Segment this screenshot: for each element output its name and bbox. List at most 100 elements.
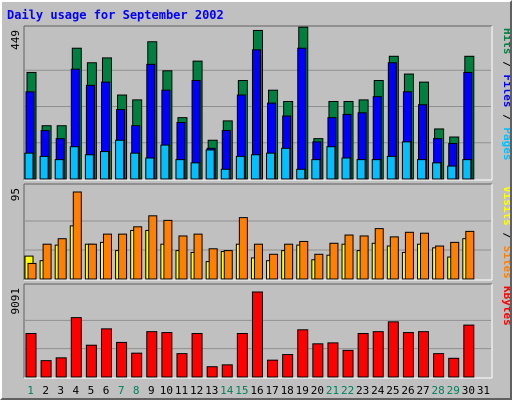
kbytes-bar-day-3 [55, 357, 67, 378]
pages-bar-day-10 [160, 144, 170, 180]
day-label-31: 31 [477, 384, 490, 397]
kbytes-bar-day-22 [342, 349, 354, 378]
day-label-30: 30 [462, 384, 475, 397]
kbytes-bar-day-23 [357, 333, 369, 378]
day-label-16: 16 [250, 384, 263, 397]
day-label-25: 25 [386, 384, 399, 397]
y-max-label: 9091 [9, 288, 22, 315]
pages-bar-day-30 [462, 159, 472, 180]
kbytes-bar-day-8 [131, 352, 143, 378]
sites-bar-day-22 [344, 234, 354, 280]
sites-bar-day-12 [193, 233, 203, 280]
day-label-24: 24 [371, 384, 385, 397]
day-label-1: 1 [27, 384, 34, 397]
kbytes-bar-day-6 [100, 328, 112, 378]
pages-bar-day-15 [235, 155, 245, 180]
sites-bar-day-5 [87, 243, 97, 280]
day-label-2: 2 [42, 384, 49, 397]
kbytes-bar-day-9 [146, 331, 158, 378]
kbytes-bar-day-14 [221, 364, 233, 378]
day-label-23: 23 [356, 384, 369, 397]
kbytes-bar-day-28 [433, 353, 445, 378]
kbytes-bar-day-17 [267, 359, 279, 378]
pages-bar-day-24 [371, 159, 381, 180]
sites-bar-day-9 [148, 215, 158, 280]
pages-bar-day-5 [84, 154, 94, 180]
legend-part: Files [501, 74, 510, 107]
sites-bar-day-24 [374, 228, 384, 280]
pages-bar-day-12 [190, 162, 200, 180]
pages-bar-day-1 [24, 152, 34, 180]
sites-bar-day-23 [359, 235, 369, 280]
kbytes-bar-day-30 [463, 324, 475, 378]
sites-bar-day-16 [253, 243, 263, 280]
sites-bar-day-17 [269, 253, 279, 280]
pages-bar-day-27 [417, 159, 427, 180]
pages-bar-day-6 [99, 151, 109, 180]
pages-bar-day-9 [145, 157, 155, 180]
sites-bar-day-18 [284, 243, 294, 280]
day-label-10: 10 [160, 384, 173, 397]
pages-bar-day-19 [296, 168, 306, 180]
kbytes-bar-day-13 [206, 366, 218, 378]
sites-bar-day-19 [299, 240, 309, 280]
series-legend: KBytes [501, 286, 510, 326]
sites-bar-day-7 [118, 233, 128, 280]
kbytes-bar-day-19 [297, 329, 309, 378]
y-max-label: 449 [9, 30, 22, 50]
pages-bar-day-16 [250, 154, 260, 180]
sites-bar-day-21 [329, 242, 339, 280]
pages-bar-day-3 [54, 159, 64, 180]
panel-hits-files-pages: 449 Hits / Files / Pages [9, 25, 510, 181]
legend-part: / [501, 55, 510, 75]
day-label-12: 12 [190, 384, 203, 397]
sites-bar-day-10 [163, 219, 173, 280]
legend-part: Hits [501, 28, 510, 55]
day-label-29: 29 [447, 384, 460, 397]
pages-bar-day-28 [432, 162, 442, 180]
kbytes-bar-day-27 [418, 331, 430, 378]
kbytes-bar-day-20 [312, 343, 324, 378]
kbytes-bar-day-7 [116, 341, 128, 378]
kbytes-bar-day-5 [85, 344, 97, 378]
sites-bar-day-6 [102, 233, 112, 280]
sites-bar-day-20 [314, 253, 324, 280]
day-label-17: 17 [265, 384, 278, 397]
legend-part: KBytes [501, 286, 510, 326]
sites-bar-day-8 [133, 226, 143, 280]
day-label-19: 19 [296, 384, 309, 397]
day-label-27: 27 [416, 384, 429, 397]
panel-kbytes: 9091 KBytes [9, 283, 510, 379]
sites-bar-day-15 [238, 217, 248, 280]
pages-bar-day-8 [130, 152, 140, 180]
pages-bar-day-2 [39, 155, 49, 180]
kbytes-bar-day-2 [40, 360, 52, 378]
chart-title: Daily usage for September 2002 [7, 8, 224, 22]
pages-bar-day-4 [69, 146, 79, 180]
pages-bar-day-11 [175, 159, 185, 180]
sites-bar-day-29 [450, 241, 460, 280]
kbytes-bar-day-16 [251, 291, 263, 378]
pages-bar-day-7 [115, 139, 125, 180]
pages-bar-day-22 [341, 157, 351, 180]
pages-bar-day-21 [326, 146, 336, 180]
day-label-26: 26 [401, 384, 414, 397]
kbytes-bar-day-1 [25, 333, 37, 378]
sites-bar-day-25 [389, 236, 399, 280]
day-label-15: 15 [235, 384, 248, 397]
day-label-13: 13 [205, 384, 218, 397]
legend-part: / [501, 108, 510, 128]
kbytes-bar-day-26 [402, 332, 414, 378]
day-label-22: 22 [341, 384, 354, 397]
kbytes-bar-day-10 [161, 332, 173, 378]
sites-bar-day-3 [57, 238, 67, 280]
y-max-label: 95 [9, 188, 22, 201]
panel-visits-sites: 95 Visits / Sites [9, 183, 510, 281]
sites-bar-day-14 [223, 250, 233, 280]
day-labels: 1 2 3 4 5 6 7 8 9 10 11 12 13 14 15 16 17 18 19 20 21 22 23 24 2… [27, 384, 490, 397]
series-legend: Hits / Files / Pages [501, 28, 510, 161]
files-bar-day-19 [297, 47, 307, 180]
